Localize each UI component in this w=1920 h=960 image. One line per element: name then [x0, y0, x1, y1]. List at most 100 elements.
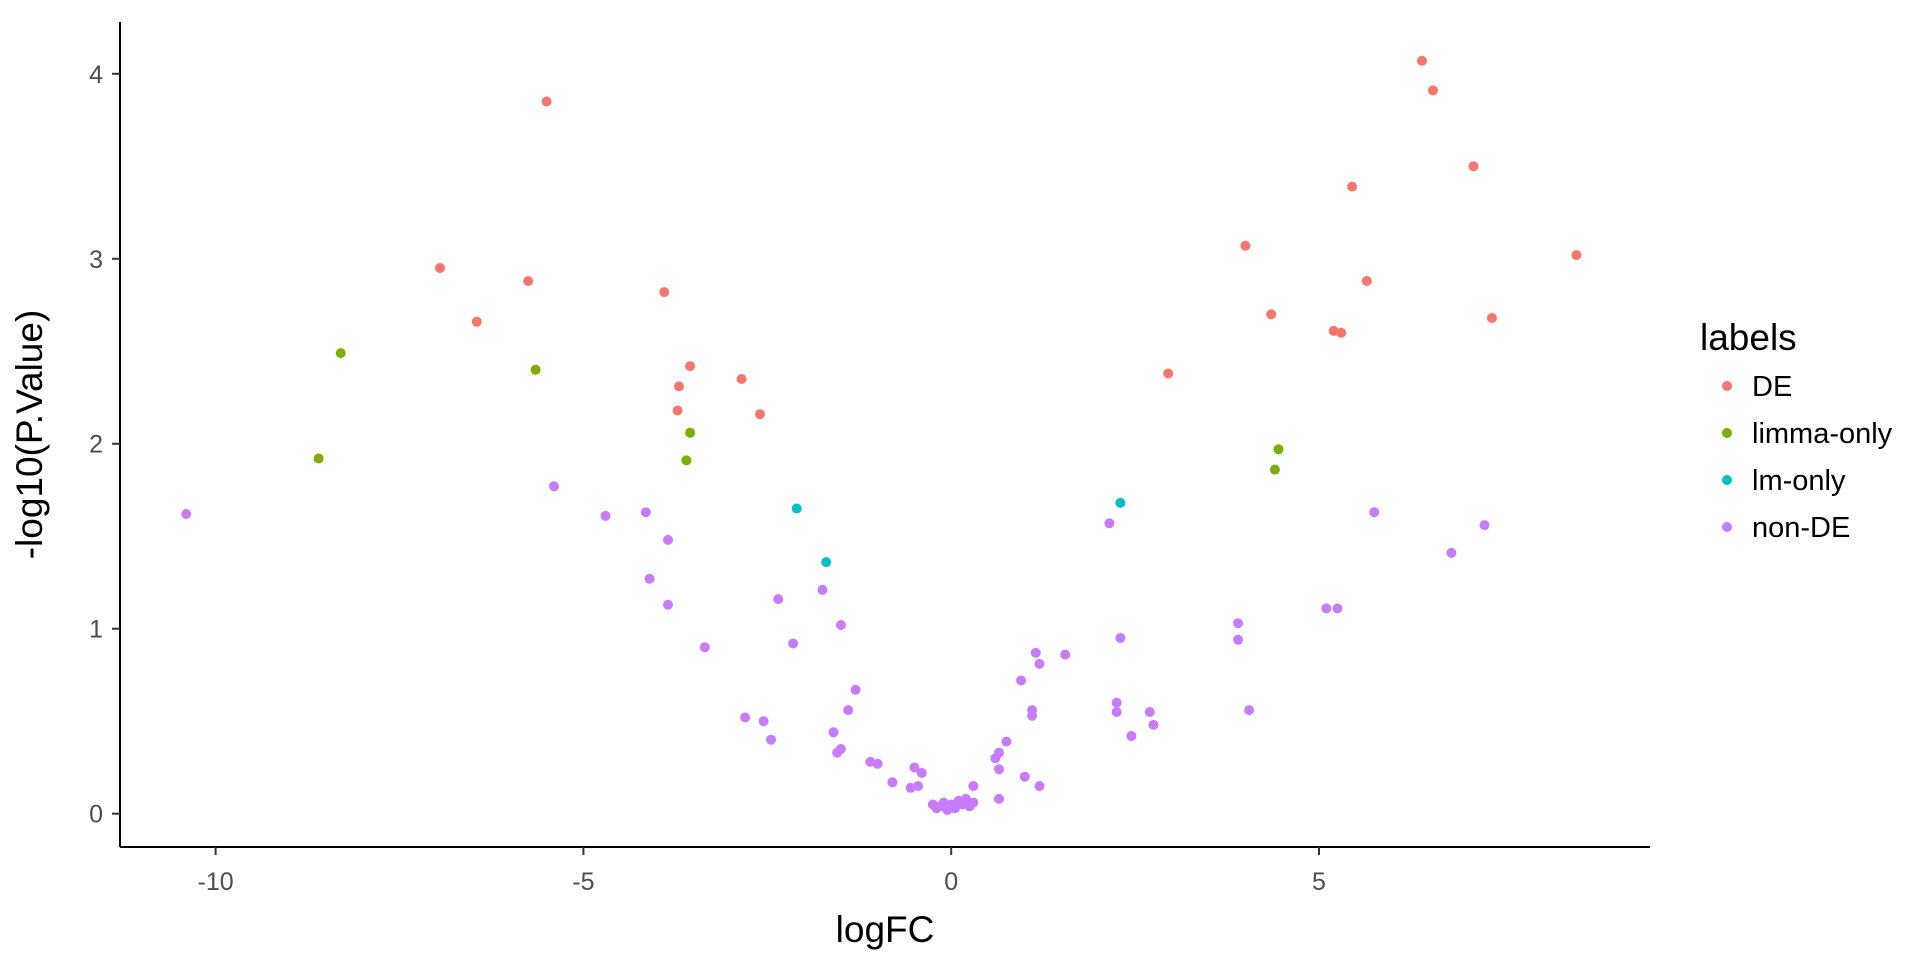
data-point — [758, 716, 769, 727]
data-point — [828, 727, 839, 738]
data-point — [1233, 634, 1244, 645]
data-point — [835, 744, 846, 754]
data-point — [1321, 603, 1332, 614]
data-point — [1361, 276, 1372, 286]
data-point — [181, 509, 192, 519]
data-point — [681, 455, 692, 466]
data-point — [968, 797, 979, 808]
data-point — [1030, 647, 1041, 658]
y-axis-ticks: 0 1 2 3 4 — [89, 61, 120, 829]
plot-area: -10 -5 0 5 0 1 2 3 4 — [89, 22, 1650, 896]
data-point — [313, 453, 324, 464]
data-point — [674, 381, 684, 392]
legend: labels DE limma-only lm-only non-DE — [1700, 317, 1893, 544]
data-point — [960, 793, 971, 804]
data-point — [1148, 719, 1159, 730]
data-point — [1144, 707, 1155, 717]
legend-label: DE — [1752, 371, 1792, 403]
x-axis-title: logFC — [836, 909, 935, 950]
data-point — [872, 758, 883, 769]
data-point — [766, 734, 776, 745]
data-point — [523, 276, 534, 286]
data-point — [909, 762, 920, 773]
data-point — [1034, 781, 1045, 791]
data-point — [663, 599, 673, 610]
data-point — [1428, 85, 1438, 96]
legend-key — [1722, 428, 1732, 438]
data-point — [659, 287, 670, 298]
data-point — [1417, 55, 1427, 66]
data-point — [913, 781, 924, 791]
data-point — [685, 361, 696, 372]
data-point — [644, 573, 655, 584]
x-tick-label: -10 — [198, 868, 234, 896]
data-point — [791, 503, 802, 514]
legend-label: lm-only — [1752, 465, 1846, 497]
y-axis-title: -log10(P.Value) — [9, 310, 50, 560]
data-point — [887, 777, 898, 788]
data-point — [435, 263, 445, 273]
data-point — [994, 793, 1004, 804]
data-point — [1115, 497, 1126, 508]
data-point — [1347, 181, 1358, 192]
x-tick-label: 5 — [1312, 868, 1326, 896]
legend-key — [1722, 522, 1732, 532]
y-tick-label: 3 — [89, 246, 103, 274]
legend-key — [1722, 381, 1732, 391]
data-point — [335, 348, 346, 359]
data-point — [1163, 368, 1174, 379]
data-point — [1336, 327, 1347, 338]
y-tick-label: 2 — [89, 431, 103, 459]
data-point — [685, 427, 696, 438]
data-point — [773, 594, 784, 605]
data-point — [541, 96, 552, 107]
data-point — [1446, 547, 1457, 558]
legend-label: non-DE — [1752, 512, 1850, 544]
data-point — [1001, 736, 1012, 747]
x-tick-label: 0 — [944, 868, 958, 896]
data-point — [1273, 444, 1284, 455]
data-point — [994, 747, 1004, 758]
data-point — [640, 507, 651, 518]
data-point — [1034, 658, 1045, 669]
data-point — [549, 481, 559, 492]
data-point — [699, 642, 710, 653]
data-point — [1126, 731, 1137, 741]
data-point — [1115, 633, 1126, 643]
data-point — [843, 705, 854, 716]
data-point — [821, 557, 832, 568]
data-point — [1269, 464, 1280, 475]
data-point — [1233, 618, 1244, 629]
data-point — [530, 364, 541, 375]
data-point — [471, 316, 482, 327]
data-point — [736, 374, 747, 384]
data-points — [181, 55, 1582, 815]
data-point — [935, 801, 946, 812]
data-point — [1060, 649, 1071, 660]
data-point — [1240, 240, 1251, 251]
y-tick-label: 1 — [89, 616, 103, 644]
data-point — [1486, 313, 1497, 323]
data-point — [663, 534, 673, 545]
legend-items: DE limma-only lm-only non-DE — [1722, 371, 1893, 544]
data-point — [1104, 518, 1115, 529]
data-point — [1332, 603, 1343, 614]
legend-title: labels — [1700, 317, 1797, 358]
data-point — [788, 638, 799, 649]
legend-label: limma-only — [1752, 418, 1893, 450]
legend-key — [1722, 475, 1732, 485]
y-tick-label: 0 — [89, 801, 103, 829]
x-tick-label: -5 — [572, 868, 594, 896]
data-point — [600, 510, 611, 521]
data-point — [835, 620, 846, 630]
data-point — [1479, 520, 1490, 531]
data-point — [1111, 707, 1122, 717]
data-point — [672, 405, 683, 416]
data-point — [916, 768, 927, 778]
data-point — [1571, 250, 1582, 261]
y-tick-label: 4 — [89, 61, 103, 89]
data-point — [1016, 675, 1027, 686]
data-point — [994, 764, 1004, 775]
data-point — [817, 584, 828, 595]
